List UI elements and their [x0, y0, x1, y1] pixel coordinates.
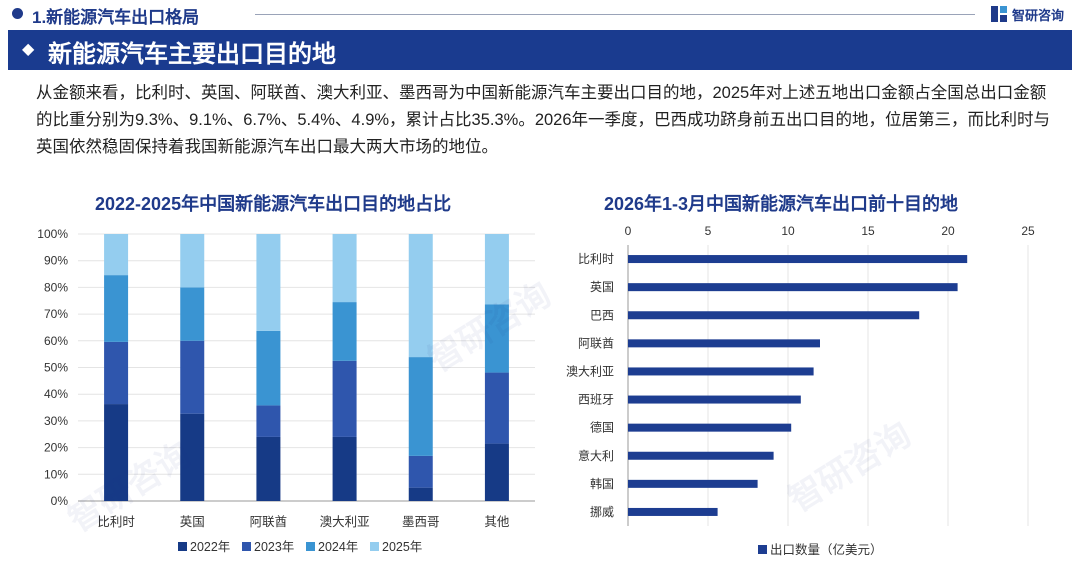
- y-tick-label: 30%: [44, 414, 68, 428]
- y-tick-label: 阿联酋: [578, 335, 614, 350]
- legend-label: 2025年: [382, 540, 422, 554]
- x-tick-label: 10: [781, 224, 795, 238]
- bar-segment: [180, 234, 205, 288]
- y-tick-label: 巴西: [590, 308, 614, 322]
- left-chart-title: 2022-2025年中国新能源汽车出口目的地占比: [95, 194, 452, 214]
- bar: [628, 339, 820, 348]
- legend-swatch: [178, 542, 187, 551]
- y-tick-label: 比利时: [578, 252, 614, 266]
- bar-segment: [256, 436, 281, 501]
- bar-segment: [180, 413, 205, 501]
- y-tick-label: 40%: [44, 387, 68, 401]
- y-tick-label: 100%: [37, 227, 68, 241]
- x-tick-label: 25: [1021, 224, 1035, 238]
- y-tick-label: 20%: [44, 441, 68, 455]
- bar: [628, 283, 958, 292]
- y-tick-label: 10%: [44, 467, 68, 481]
- bar-segment: [180, 340, 205, 414]
- y-tick-label: 80%: [44, 280, 68, 294]
- bar-segment: [104, 341, 129, 405]
- bar: [628, 451, 774, 460]
- bar: [628, 395, 801, 404]
- right-chart-title: 2026年1-3月中国新能源汽车出口前十目的地: [604, 194, 959, 214]
- bar: [628, 423, 792, 432]
- bar-segment: [104, 404, 129, 501]
- header-rule: [255, 14, 975, 15]
- bar-segment: [332, 234, 357, 303]
- x-tick-label: 英国: [180, 515, 205, 529]
- logo: 智研咨询: [990, 4, 1064, 24]
- bar-segment: [408, 234, 433, 358]
- bar-segment: [256, 234, 281, 331]
- bar-segment: [484, 234, 509, 305]
- bullet-dot-icon: [12, 8, 23, 19]
- section-title: 1.新能源汽车出口格局: [32, 8, 200, 27]
- legend-label: 出口数量（亿美元）: [770, 542, 883, 557]
- banner: ◆ 新能源汽车主要出口目的地: [8, 30, 1072, 70]
- y-tick-label: 0%: [51, 494, 69, 508]
- top-bar: 1.新能源汽车出口格局 智研咨询: [0, 0, 1080, 28]
- legend-swatch: [758, 545, 767, 554]
- y-tick-label: 挪威: [590, 505, 614, 519]
- bar-segment: [104, 275, 129, 342]
- bar-segment: [484, 304, 509, 373]
- bar-segment: [408, 455, 433, 488]
- y-tick-label: 韩国: [590, 476, 614, 491]
- bar-segment: [180, 287, 205, 341]
- y-tick-label: 澳大利亚: [566, 364, 614, 378]
- y-tick-label: 英国: [590, 280, 614, 294]
- bar-segment: [408, 487, 433, 501]
- bar: [628, 367, 814, 376]
- y-tick-label: 90%: [44, 254, 68, 268]
- legend-label: 2023年: [254, 540, 294, 554]
- bar-segment: [104, 234, 129, 276]
- x-tick-label: 20: [941, 224, 955, 238]
- legend-swatch: [306, 542, 315, 551]
- horizontal-bar-chart: 0 5 10 15 20 25 比利时英国巴西阿联酋澳大利亚西班牙德国意大利韩国挪威出口数量…: [566, 224, 1035, 557]
- x-tick-label: 墨西哥: [402, 515, 440, 529]
- y-tick-label: 50%: [44, 361, 68, 375]
- legend-label: 2022年: [190, 540, 230, 554]
- bar-segment: [484, 443, 509, 501]
- x-tick-label: 15: [861, 224, 875, 238]
- legend-swatch: [370, 542, 379, 551]
- diamond-icon: ◆: [22, 41, 35, 58]
- bar: [628, 311, 920, 320]
- logo-mark-icon: [991, 6, 1007, 22]
- y-tick-label: 意大利: [578, 448, 614, 463]
- bar: [628, 507, 718, 516]
- banner-title: 新能源汽车主要出口目的地: [48, 41, 336, 68]
- y-tick-label: 70%: [44, 307, 68, 321]
- stacked-bar-chart: 0% 10% 20% 30% 40% 50% 60% 70% 80% 90% 100% 比利时 英国 阿联…: [37, 227, 535, 554]
- summary-paragraph: 从金额来看，比利时、英国、阿联酋、澳大利亚、墨西哥为中国新能源汽车主要出口目的地…: [36, 84, 1051, 156]
- x-tick-label: 澳大利亚: [320, 515, 370, 529]
- bar-segment: [408, 357, 433, 456]
- x-tick-label: 其他: [484, 515, 510, 529]
- y-tick-label: 60%: [44, 334, 68, 348]
- bar-segment: [256, 330, 281, 406]
- logo-text: 智研咨询: [1012, 7, 1065, 23]
- y-tick-label: 德国: [590, 420, 614, 435]
- legend-label: 2024年: [318, 540, 358, 554]
- x-tick-label: 阿联酋: [250, 514, 288, 529]
- bar-segment: [332, 302, 357, 361]
- bar-segment: [332, 360, 357, 437]
- legend-swatch: [242, 542, 251, 551]
- bar-segment: [332, 436, 357, 501]
- bar-segment: [256, 405, 281, 437]
- bar-segment: [484, 372, 509, 444]
- y-tick-label: 西班牙: [578, 393, 614, 407]
- bar: [628, 255, 968, 264]
- x-tick-label: 5: [705, 224, 712, 238]
- x-tick-label: 0: [625, 224, 632, 238]
- x-tick-label: 比利时: [97, 515, 135, 529]
- bar: [628, 479, 758, 488]
